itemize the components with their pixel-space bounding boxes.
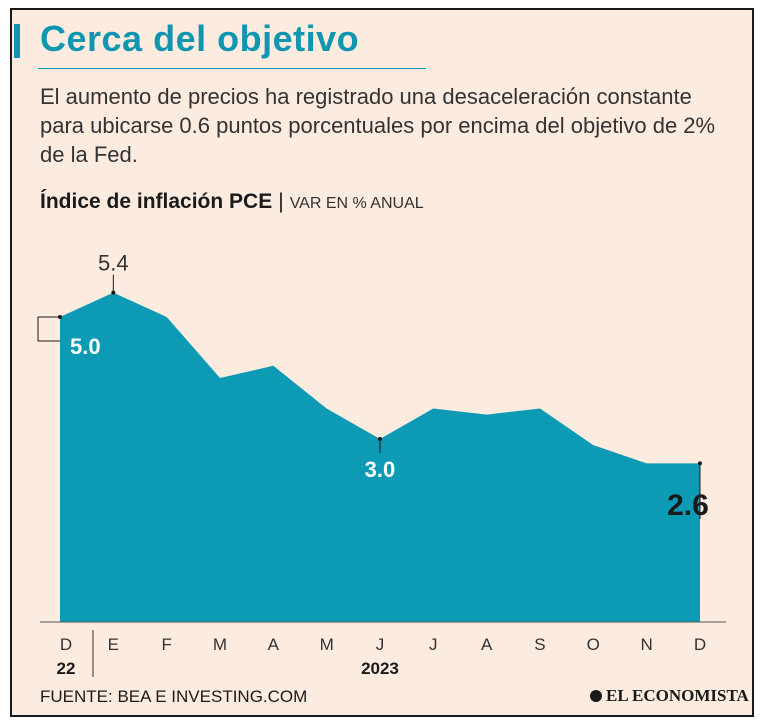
subtitle: El aumento de precios ha registrado una … [40, 84, 716, 167]
x-tick-label: M [320, 635, 334, 654]
chart-heading: Índice de inflación PCE | VAR EN % ANUAL [40, 190, 424, 214]
chart-heading-title: Índice de inflación PCE [40, 190, 273, 213]
x-tick-label: E [108, 635, 119, 654]
data-label: 5.4 [98, 251, 129, 276]
x-tick-label: J [376, 635, 385, 654]
year-label: 2023 [361, 659, 399, 678]
data-label: 2.6 [667, 489, 709, 522]
x-tick-label: J [429, 635, 438, 654]
source-note: FUENTE: BEA E INVESTING.COM [40, 687, 308, 706]
x-tick-label: D [60, 635, 72, 654]
year-label: 22 [57, 659, 76, 678]
x-tick-label: M [213, 635, 227, 654]
series-area [60, 292, 700, 622]
x-tick-label: D [694, 635, 706, 654]
x-tick-label: N [640, 635, 652, 654]
title-accent-bar [14, 24, 20, 58]
globe-icon [590, 690, 602, 702]
annotation-bracket [37, 316, 60, 342]
brand-logo: EL ECONOMISTA [590, 686, 749, 706]
data-label: 5.0 [70, 334, 101, 359]
x-tick-label: F [161, 635, 171, 654]
chart-heading-separator: | [278, 190, 284, 213]
brand-logo-text: EL ECONOMISTA [606, 686, 749, 705]
title-underline [38, 68, 426, 69]
x-tick-label: O [587, 635, 600, 654]
data-label: 3.0 [365, 457, 396, 482]
page-title: Cerca del objetivo [40, 18, 360, 59]
x-tick-label: S [534, 635, 545, 654]
chart-heading-unit: VAR EN % ANUAL [289, 195, 424, 212]
x-tick-label: A [481, 635, 493, 654]
x-tick-label: A [268, 635, 280, 654]
